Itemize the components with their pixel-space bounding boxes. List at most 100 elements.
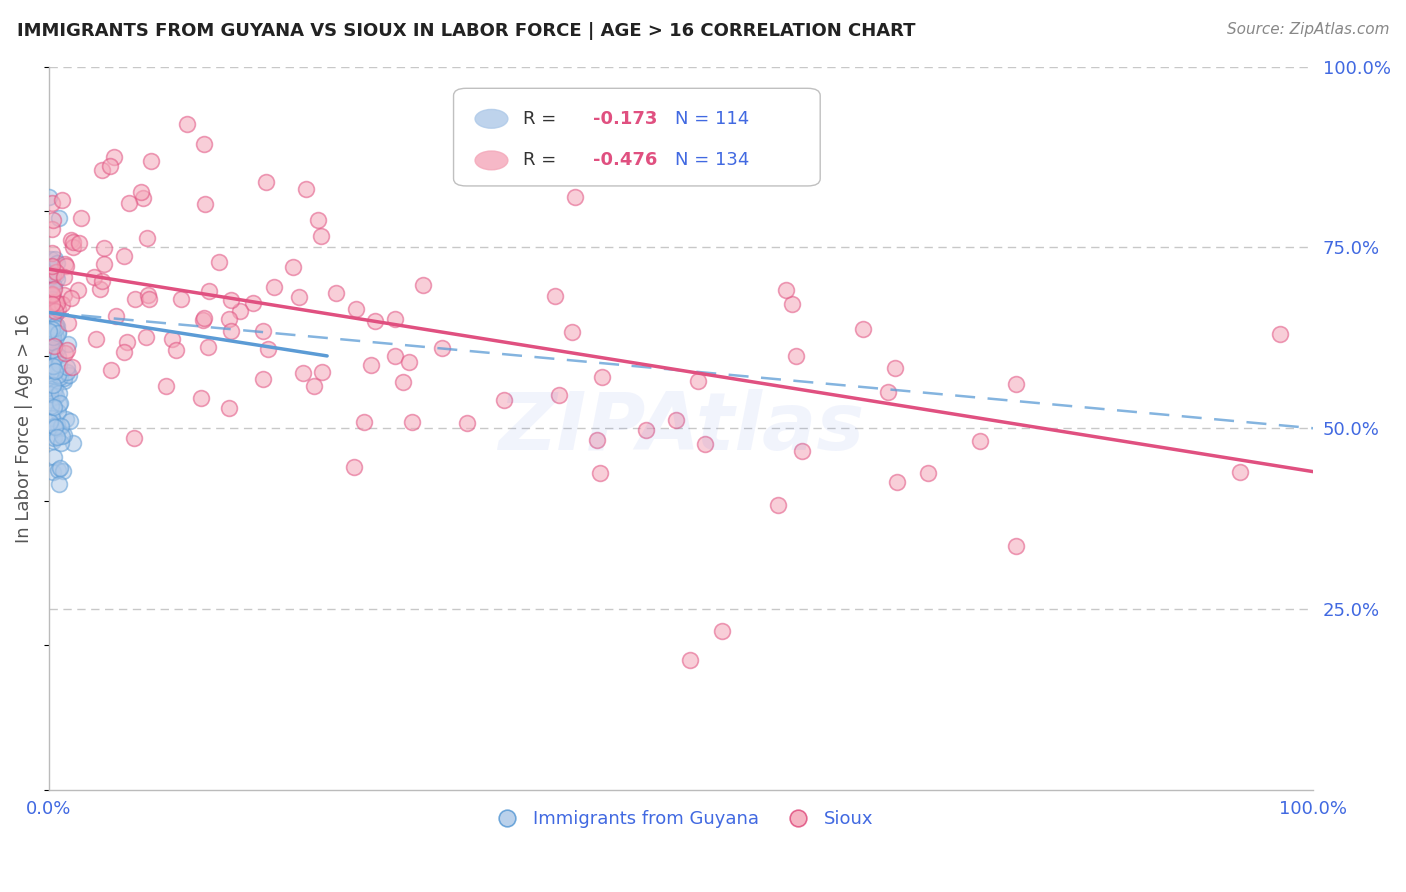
Point [46,417,69,432]
Point [91,274,114,288]
Point [544,289,567,303]
Point [917,466,939,480]
Point [39,334,62,348]
Point [129,186,152,200]
Point [44,283,66,297]
Point [56,365,79,379]
Point [38,299,60,313]
Point [686,374,709,388]
Point [45,318,67,332]
Point [112,249,135,263]
Point [252,324,274,338]
Point [41,378,63,392]
Point [44,340,66,354]
Point [55,412,77,426]
Point [46,405,69,419]
Point [41,292,63,306]
Point [42,400,65,414]
Point [38,324,60,338]
Point [59,233,82,247]
Point [41,278,63,293]
Point [219,324,242,338]
Point [969,434,991,448]
Point [252,371,274,385]
Text: -0.173: -0.173 [592,110,657,128]
Point [46,342,69,356]
Point [38,336,60,351]
Point [229,304,252,318]
Point [41,356,63,370]
Point [41,361,63,376]
Point [58,368,80,383]
Point [41,286,63,301]
Point [160,332,183,346]
Point [38,300,60,314]
Point [218,401,240,416]
Point [51,297,73,311]
Point [711,624,734,638]
Point [208,255,231,269]
Point [41,419,63,434]
Point [39,298,62,312]
Point [775,283,797,297]
Point [39,368,62,382]
Circle shape [475,151,508,169]
Point [60,291,83,305]
Point [41,297,63,311]
Point [38,344,60,359]
Point [44,380,66,394]
Text: R =: R = [523,110,562,128]
Point [38,268,60,282]
Legend: Immigrants from Guyana, Sioux: Immigrants from Guyana, Sioux [482,803,880,835]
Circle shape [475,110,508,128]
Point [83,269,105,284]
Point [1229,466,1251,480]
Point [42,331,65,345]
Point [288,290,311,304]
Point [45,265,67,279]
Point [693,437,716,451]
Point [41,282,63,296]
Point [66,283,89,297]
Point [44,296,66,310]
Point [55,360,77,375]
Point [46,326,69,340]
Point [384,311,406,326]
Point [291,366,314,380]
Point [281,260,304,275]
Point [104,309,127,323]
Point [124,292,146,306]
Point [41,395,63,409]
Point [53,257,76,271]
Point [42,419,65,434]
Point [665,413,688,427]
Point [39,392,62,407]
Point [44,252,66,267]
Point [41,221,63,235]
Point [42,362,65,376]
Point [46,368,69,383]
Point [170,292,193,306]
Point [124,431,146,445]
Point [45,329,67,343]
Point [53,346,76,360]
Point [42,431,65,445]
Point [41,305,63,319]
Point [42,359,65,373]
Point [42,339,65,353]
Point [46,296,69,310]
Point [42,434,65,449]
Point [39,384,62,399]
Point [412,278,434,293]
Point [84,332,107,346]
FancyBboxPatch shape [454,88,820,186]
Point [42,344,65,359]
Point [636,423,658,437]
Point [41,335,63,350]
Point [67,235,90,250]
Point [53,370,76,384]
Point [263,280,285,294]
Point [49,436,72,450]
Point [655,153,678,168]
Point [254,175,277,189]
